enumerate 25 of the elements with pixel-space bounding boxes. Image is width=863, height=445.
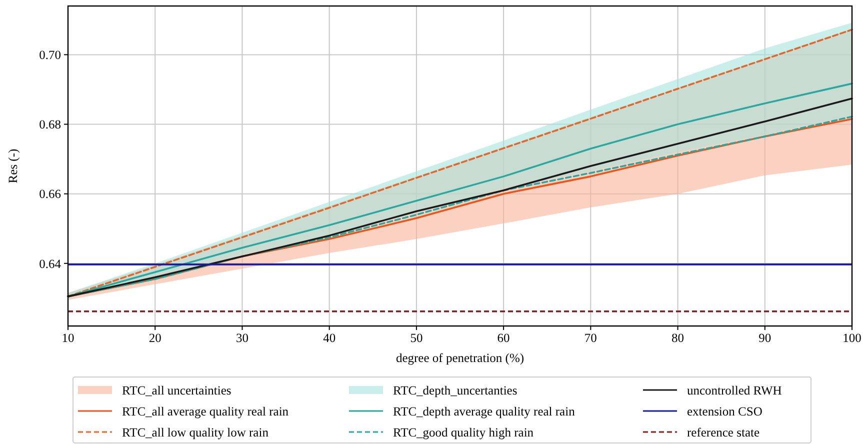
- y-tick-label: 0.70: [39, 48, 61, 62]
- legend-label: uncontrolled RWH: [687, 383, 782, 398]
- legend-label: reference state: [687, 425, 760, 440]
- x-tick-label: 80: [672, 331, 684, 345]
- x-tick-label: 40: [323, 331, 336, 345]
- x-tick-label: 20: [148, 331, 162, 345]
- legend-label: RTC_good quality high rain: [393, 425, 534, 440]
- x-tick-label: 70: [584, 331, 597, 345]
- legend-label: RTC_all average quality real rain: [122, 404, 290, 418]
- x-axis-title: degree of penetration (%): [396, 351, 524, 365]
- legend-label: RTC_all uncertainties: [122, 383, 232, 398]
- legend-label: RTC_depth_uncertanties: [393, 383, 518, 398]
- y-axis-title: Res (-): [6, 148, 20, 184]
- x-tick-label: 10: [62, 331, 74, 345]
- x-tick-label: 60: [497, 331, 510, 345]
- y-tick-label: 0.64: [39, 256, 62, 271]
- x-tick-label: 90: [758, 331, 772, 345]
- legend-label: RTC_all low quality low rain: [122, 425, 270, 440]
- x-tick-label: 100: [842, 331, 862, 345]
- x-tick-label: 50: [410, 331, 423, 345]
- legend-label: RTC_depth average quality real rain: [393, 404, 576, 418]
- y-tick-label: 0.66: [39, 187, 61, 202]
- legend-label: extension CSO: [687, 404, 762, 418]
- x-tick-label: 30: [236, 331, 248, 345]
- y-tick-label: 0.68: [39, 118, 61, 132]
